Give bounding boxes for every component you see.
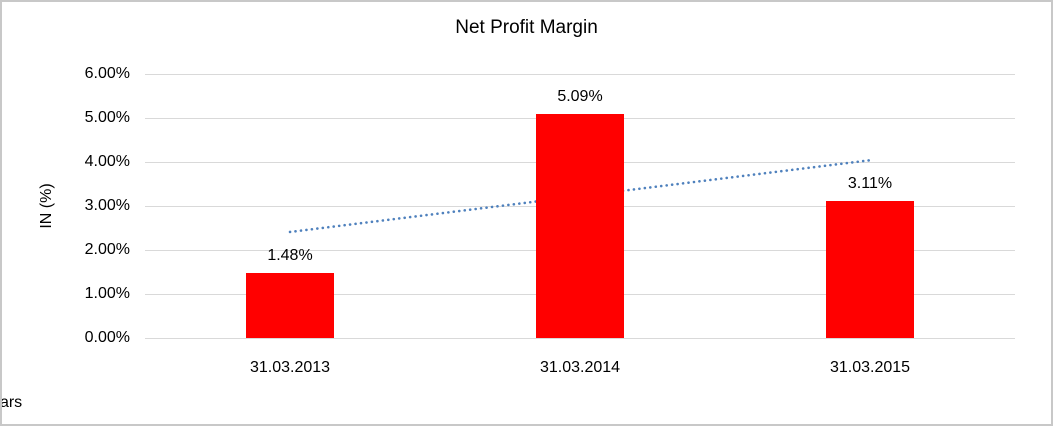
x-axis-title: Years [0, 394, 23, 411]
y-tick-label: 1.00% [84, 285, 130, 302]
bar [826, 201, 914, 338]
y-tick-label: 2.00% [84, 241, 130, 258]
x-tick-label: 31.03.2015 [829, 359, 911, 376]
x-tick-label: 31.03.2014 [539, 359, 621, 376]
y-tick-label: 0.00% [84, 329, 130, 346]
bar-data-label: 3.11% [847, 175, 893, 193]
gridline [145, 337, 1015, 339]
plot-area: 1.48% 5.09% 3.11% [145, 73, 1015, 339]
x-tick-label: 31.03.2013 [249, 359, 331, 376]
bar [246, 272, 334, 338]
bar-data-label: 1.48% [267, 246, 313, 264]
y-tick-label: 3.00% [84, 197, 130, 214]
bar-data-label: 5.09% [557, 88, 603, 106]
bars-layer: 1.48% 5.09% 3.11% [145, 74, 1015, 338]
chart-title: Net Profit Margin [455, 17, 598, 38]
gridline [145, 73, 1015, 75]
y-tick-label: 5.00% [84, 109, 130, 126]
bar [536, 114, 624, 338]
y-tick-label: 4.00% [84, 153, 130, 170]
y-tick-label: 6.00% [84, 65, 130, 82]
